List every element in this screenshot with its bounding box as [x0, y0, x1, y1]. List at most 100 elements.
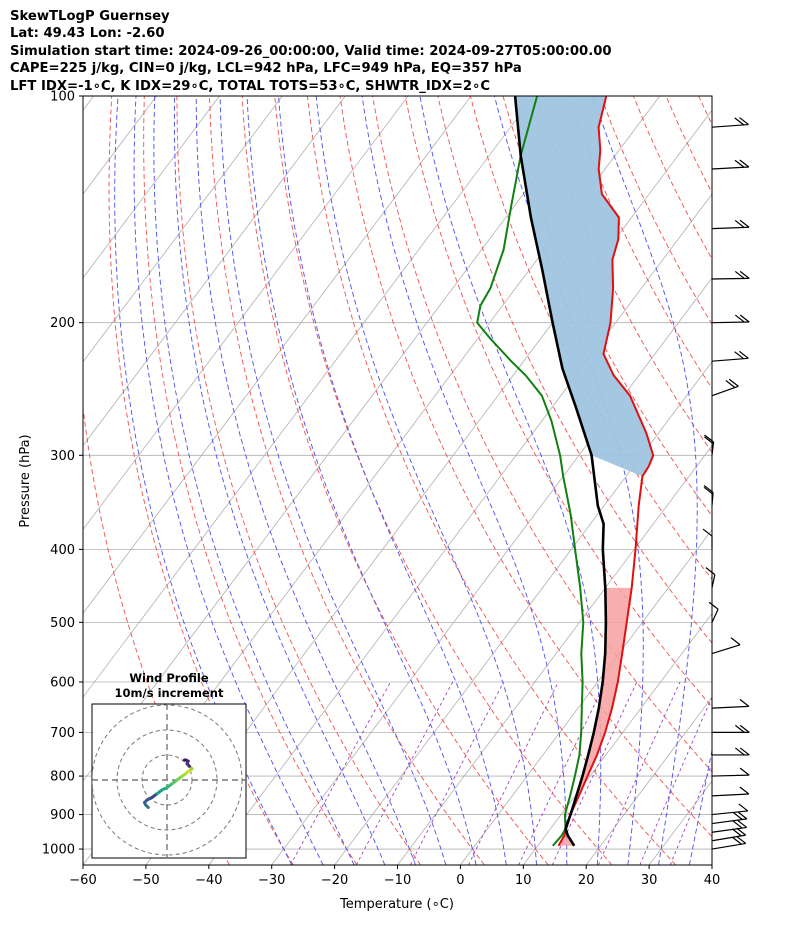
- barb-staff: [711, 357, 749, 362]
- barb-flag: [728, 378, 739, 387]
- y-tick-label: 500: [50, 616, 75, 631]
- dry-adiabat: [502, 96, 712, 517]
- mixing-ratio-line: [639, 696, 712, 865]
- isotherm-gridline: [522, 612, 712, 865]
- dry-adiabat: [404, 96, 712, 708]
- barb-staff: [711, 608, 719, 623]
- barb-flag: [738, 350, 749, 359]
- mixing-ratio-line: [409, 681, 504, 865]
- wind-barb: [708, 601, 719, 623]
- isotherm-gridline: [775, 96, 794, 865]
- barb-flag: [734, 270, 745, 279]
- wind-barb: [702, 528, 713, 550]
- wind-barb: [711, 219, 750, 230]
- barb-flag: [730, 637, 741, 646]
- wind-barb: [712, 724, 750, 733]
- barb-flag: [738, 803, 749, 812]
- barb-flag: [732, 820, 743, 829]
- isotherm-gridline: [83, 96, 283, 363]
- dry-adiabat: [372, 96, 712, 773]
- x-tick-label: 30: [641, 873, 658, 888]
- barb-staff: [711, 774, 750, 777]
- moist-adiabat: [153, 96, 355, 865]
- barb-staff: [711, 705, 749, 709]
- wind-barb: [711, 698, 750, 709]
- barb-staff: [711, 793, 749, 797]
- x-tick-label: −10: [384, 873, 411, 888]
- isotherm-gridline: [334, 361, 712, 865]
- dry-adiabat: [143, 96, 358, 865]
- barb-flag: [705, 567, 716, 576]
- barb-flag: [736, 827, 747, 836]
- cape-cin-levels: CAPE=225 j/kg, CIN=0 j/kg, LCL=942 hPa, …: [10, 61, 522, 77]
- y-tick-label: 700: [50, 726, 75, 741]
- barb-flag: [739, 724, 750, 733]
- barb-flag: [731, 828, 742, 837]
- moist-adiabat: [720, 96, 794, 865]
- hodograph-frame: [91, 703, 247, 859]
- isotherm-gridline: [83, 96, 535, 698]
- hodograph-subtitle: 10m/s increment: [114, 686, 224, 700]
- moist-adiabat: [173, 96, 386, 865]
- barb-flag: [739, 117, 749, 126]
- barb-staff: [711, 574, 716, 589]
- barb-flag: [734, 724, 745, 733]
- wind-barb: [711, 786, 750, 797]
- barb-flag: [703, 484, 714, 493]
- barb-flag: [739, 786, 750, 795]
- isotherm-gridline: [460, 528, 712, 865]
- barb-flag: [734, 351, 744, 360]
- moist-adiabat: [219, 96, 447, 865]
- isotherm-gridline: [83, 96, 94, 111]
- station-title: SkewTLogP Guernsey: [10, 9, 170, 24]
- moist-adiabat: [246, 96, 477, 865]
- x-tick-label: 10: [515, 873, 532, 888]
- mixing-ratio-line: [669, 762, 712, 865]
- x-tick-label: 0: [456, 873, 464, 888]
- x-tick-label: −60: [69, 873, 96, 888]
- moist-adiabat: [278, 96, 507, 865]
- x-tick-label: 40: [704, 873, 721, 888]
- barb-flag: [731, 836, 742, 845]
- wind-barb: [711, 835, 747, 850]
- cin-shading: [558, 587, 632, 846]
- barb-flag: [702, 528, 713, 537]
- barb-flag: [703, 436, 714, 445]
- wind-barb: [711, 811, 748, 825]
- y-axis-label: Pressure (hPa): [18, 434, 33, 527]
- x-tick-label: 20: [578, 873, 595, 888]
- wind-barb: [703, 434, 715, 456]
- barb-staff: [711, 441, 715, 456]
- barb-flag: [739, 698, 750, 707]
- y-tick-label: 300: [50, 449, 75, 464]
- barb-flag: [737, 811, 748, 820]
- wind-barb: [711, 378, 739, 397]
- temperature-profile-line: [557, 96, 655, 847]
- moist-adiabat: [114, 96, 293, 865]
- barb-flag: [739, 159, 750, 168]
- wind-barb: [711, 767, 750, 777]
- wind-barb: [711, 819, 748, 833]
- dry-adiabat: [632, 96, 712, 260]
- y-tick-label: 900: [50, 808, 75, 823]
- x-tick-label: −40: [195, 873, 222, 888]
- wind-barb: [711, 159, 750, 170]
- barb-staff: [711, 810, 748, 816]
- mixing-ratio-line: [355, 681, 454, 865]
- barb-flag: [704, 434, 714, 443]
- simulation-times: Simulation start time: 2024-09-26_00:00:…: [10, 43, 612, 59]
- y-tick-label: 400: [50, 543, 75, 558]
- isotherm-gridline: [83, 96, 409, 531]
- dry-adiabat: [108, 96, 294, 865]
- parcel-profile-line: [513, 96, 608, 847]
- barb-flag: [736, 835, 747, 844]
- mixing-ratio-line: [597, 681, 681, 865]
- isotherm-gridline: [585, 696, 712, 865]
- x-axis-label: Temperature (∘C): [339, 897, 454, 912]
- barb-flag: [708, 601, 719, 610]
- barb-staff: [711, 321, 750, 324]
- barb-flag: [739, 219, 750, 228]
- dry-adiabat: [764, 96, 794, 865]
- barb-staff: [711, 385, 739, 397]
- mixing-ratio-line: [290, 681, 391, 865]
